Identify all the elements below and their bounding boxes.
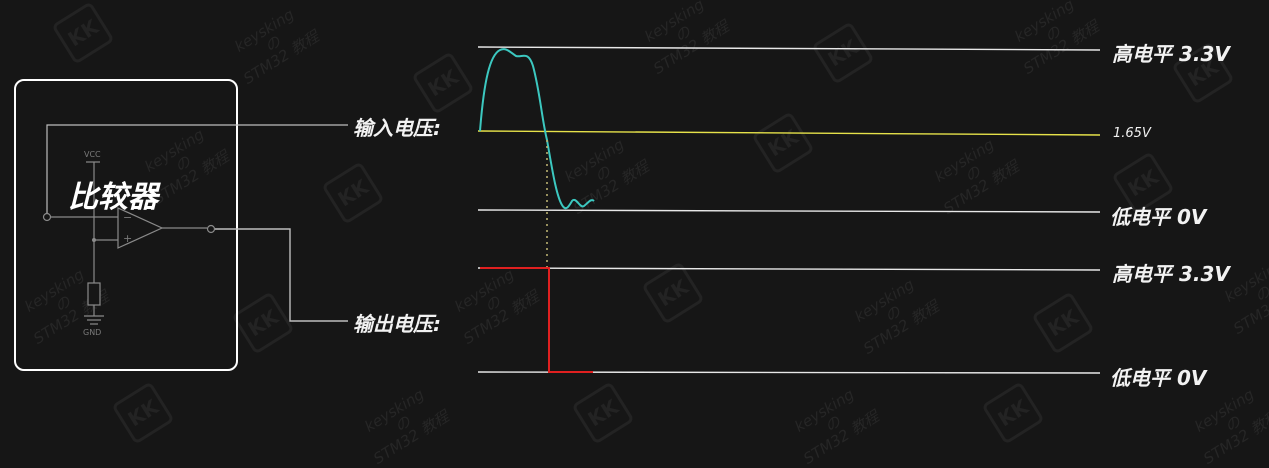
input-voltage-label: 输入电压: xyxy=(353,116,441,140)
gnd-label: GND xyxy=(83,328,102,337)
input-low-line xyxy=(477,209,1101,213)
op-amp-symbol xyxy=(117,207,164,249)
plus-sign: + xyxy=(123,232,133,245)
waveform-diagram xyxy=(14,46,1101,374)
output-high-label: 高电平 3.3V xyxy=(1112,262,1230,286)
output-terminal xyxy=(206,224,216,234)
input-high-label: 高电平 3.3V xyxy=(1112,42,1230,66)
minus-sign: − xyxy=(123,211,133,224)
diagram-stage: KK keysking の STM32 教程 KK keysking の STM32 教程 KK… xyxy=(14,0,1269,468)
output-connector-line xyxy=(215,228,348,322)
input-threshold-line xyxy=(477,130,1101,136)
input-threshold-label: 1.65V xyxy=(1113,126,1151,141)
comparator-title: 比较器 xyxy=(68,180,158,215)
vcc-label: VCC xyxy=(84,150,101,159)
resistor xyxy=(87,282,101,306)
output-voltage-label: 输出电压: xyxy=(353,312,441,336)
divider-node xyxy=(92,238,96,242)
comparator-box xyxy=(14,79,238,371)
input-terminal xyxy=(42,212,52,222)
output-waveform xyxy=(480,267,593,373)
output-high-line xyxy=(477,267,1101,271)
input-low-label: 低电平 0V xyxy=(1110,205,1207,229)
output-low-label: 低电平 0V xyxy=(1110,366,1207,390)
input-waveform xyxy=(479,48,595,210)
input-connector-line xyxy=(46,124,348,213)
input-high-line xyxy=(477,46,1101,51)
